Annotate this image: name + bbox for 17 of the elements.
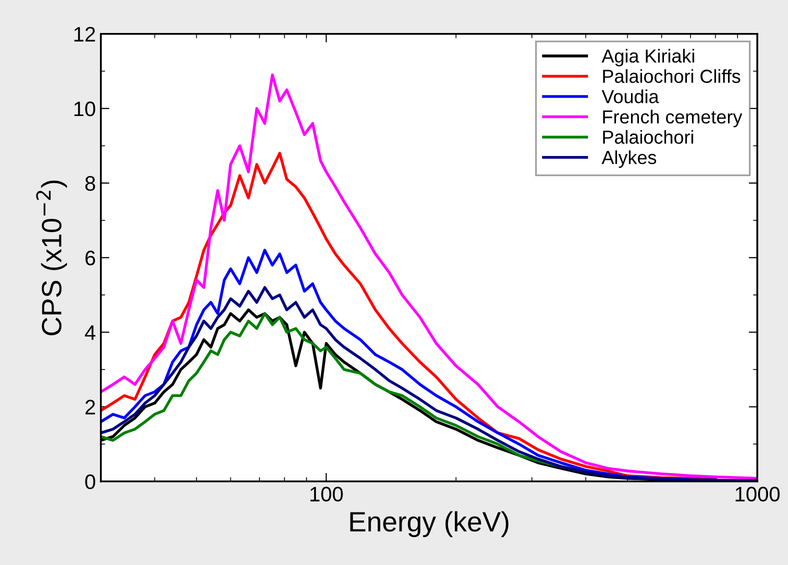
y-tick-label: 2 — [85, 400, 95, 414]
x-tick-label: 100 — [310, 486, 343, 502]
y-tick-label: 12 — [74, 26, 95, 42]
x-axis-title: Energy (keV) — [350, 511, 508, 538]
legend-label: French cemetery — [603, 110, 742, 128]
legend-label: Palaiochori Cliffs — [603, 69, 740, 83]
y-tick-label: 6 — [85, 250, 96, 266]
y-axis-title: CPS (x10$^{−2}$) — [36, 180, 67, 336]
y-tick-label: 0 — [85, 474, 96, 490]
legend-label: Agia Kiriaki — [602, 48, 694, 66]
legend-label: Alykes — [602, 150, 656, 168]
y-tick-label: 8 — [85, 176, 96, 191]
y-tick-label: 4 — [84, 325, 96, 340]
x-tick-label: 1000 — [736, 486, 780, 502]
legend-label: Palaiochori — [603, 130, 694, 144]
y-tick-label: 10 — [74, 101, 96, 116]
legend-label: Voudia — [602, 89, 659, 104]
